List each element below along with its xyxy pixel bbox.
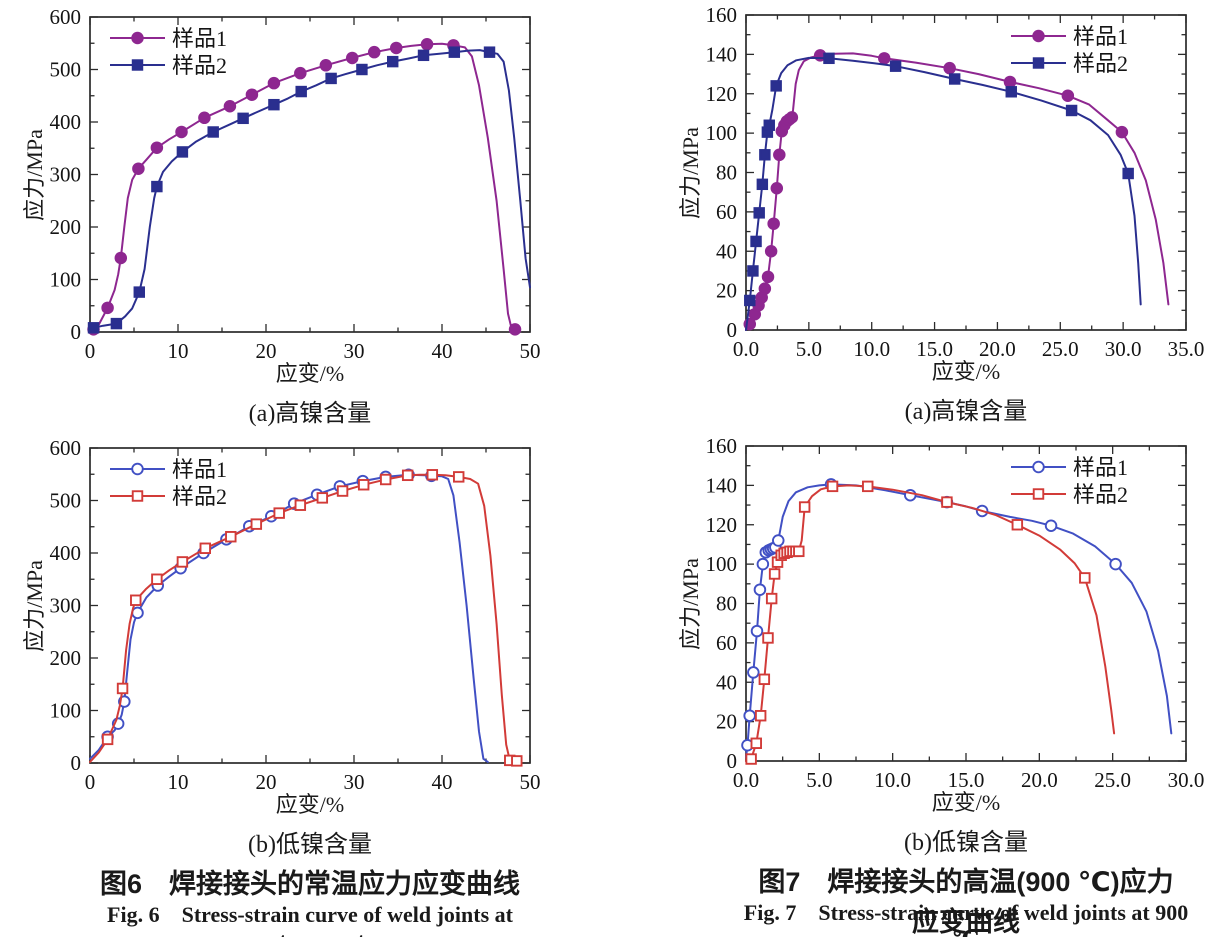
fig6-caption-cn: 图6 焊接接头的常温应力应变曲线 — [99, 869, 520, 899]
fig6a-x-axis-label: 应变/% — [275, 361, 345, 386]
svg-text:样品2: 样品2 — [1073, 51, 1128, 76]
svg-text:0: 0 — [85, 339, 96, 363]
fig6b-x-axis-label: 应变/% — [275, 792, 345, 817]
svg-text:0: 0 — [85, 770, 96, 794]
fig6b-chart: 0 10 20 30 40 50 0 100 200 300 400 500 600 样品1 样品2 应力/… — [5, 433, 605, 830]
svg-text:60: 60 — [716, 200, 737, 224]
fig7a-y-axis-label: 应力/MPa — [678, 126, 703, 219]
svg-text:20: 20 — [716, 279, 737, 303]
svg-text:100: 100 — [706, 121, 738, 145]
svg-text:120: 120 — [706, 82, 738, 106]
figure-6-column: 0 10 20 30 40 50 0 100 200 300 400 500 600 样品1 样品2 应力/… — [5, 2, 605, 937]
svg-text:100: 100 — [706, 552, 738, 576]
svg-text:400: 400 — [50, 541, 82, 565]
fig6-caption-en: Fig. 6 Stress-strain curve of weld joint… — [107, 902, 513, 937]
svg-text:20: 20 — [716, 710, 737, 734]
svg-text:100: 100 — [50, 268, 82, 292]
svg-text:25.0: 25.0 — [1042, 337, 1079, 361]
svg-text:100: 100 — [50, 699, 82, 723]
svg-text:20: 20 — [256, 339, 277, 363]
svg-text:0: 0 — [71, 320, 82, 344]
fig7a-plot: 0.0 5.0 10.0 15.0 20.0 25.0 30.0 35.0 0 20 40 60 80 1… — [706, 3, 1205, 361]
svg-text:20.0: 20.0 — [1021, 768, 1058, 792]
svg-text:60: 60 — [716, 631, 737, 655]
svg-text:0.0: 0.0 — [733, 337, 759, 361]
svg-text:样品1: 样品1 — [1073, 455, 1128, 480]
svg-text:50: 50 — [520, 339, 541, 363]
svg-text:80: 80 — [716, 161, 737, 185]
svg-text:160: 160 — [706, 3, 738, 27]
fig6a-panel-caption: (a)高镍含量 — [248, 401, 372, 427]
svg-text:600: 600 — [50, 5, 82, 29]
svg-text:500: 500 — [50, 489, 82, 513]
fig7b-panel-caption: (b)低镍含量 — [904, 830, 1028, 856]
fig6b-y-axis-label: 应力/MPa — [22, 559, 47, 652]
svg-text:50: 50 — [520, 770, 541, 794]
svg-text:30.0: 30.0 — [1105, 337, 1142, 361]
svg-text:5.0: 5.0 — [806, 768, 832, 792]
svg-text:样品2: 样品2 — [1073, 482, 1128, 507]
svg-text:80: 80 — [716, 592, 737, 616]
fig6a-y-axis-label: 应力/MPa — [22, 128, 47, 221]
fig7-caption-cn: 图7 焊接接头的高温(900 ℃)应力应变曲线 — [758, 867, 1174, 937]
svg-text:40: 40 — [716, 239, 737, 263]
svg-text:30: 30 — [344, 770, 365, 794]
svg-text:120: 120 — [706, 513, 738, 537]
fig7b-plot: 0.0 5.0 10.0 15.0 20.0 25.0 30.0 0 20 40 60 80 100 12… — [706, 434, 1205, 792]
svg-text:160: 160 — [706, 434, 738, 458]
svg-text:样品2: 样品2 — [172, 484, 227, 509]
fig7b-chart: 0.0 5.0 10.0 15.0 20.0 25.0 30.0 0 20 40 60 80 100 12… — [613, 431, 1213, 828]
svg-text:10.0: 10.0 — [874, 768, 911, 792]
fig7a-chart: 0.0 5.0 10.0 15.0 20.0 25.0 30.0 35.0 0 20 40 60 80 1… — [613, 0, 1213, 397]
svg-text:0: 0 — [727, 749, 738, 773]
svg-text:300: 300 — [50, 594, 82, 618]
svg-text:样品1: 样品1 — [172, 26, 227, 51]
svg-text:5.0: 5.0 — [796, 337, 822, 361]
svg-text:0.0: 0.0 — [733, 768, 759, 792]
svg-text:40: 40 — [432, 339, 453, 363]
svg-text:10.0: 10.0 — [853, 337, 890, 361]
figure-7-column: 0.0 5.0 10.0 15.0 20.0 25.0 30.0 35.0 0 20 40 60 80 1… — [613, 0, 1213, 937]
svg-text:35.0: 35.0 — [1168, 337, 1205, 361]
fig7a-x-axis-label: 应变/% — [931, 359, 1001, 384]
fig7-caption-en: Fig. 7 Stress-strain curve of weld joint… — [743, 900, 1189, 937]
svg-text:400: 400 — [50, 110, 82, 134]
svg-text:0: 0 — [71, 751, 82, 775]
svg-text:40: 40 — [432, 770, 453, 794]
svg-text:15.0: 15.0 — [948, 768, 985, 792]
fig7b-y-axis-label: 应力/MPa — [678, 557, 703, 650]
svg-text:10: 10 — [168, 770, 189, 794]
svg-text:10: 10 — [168, 339, 189, 363]
svg-text:样品1: 样品1 — [172, 457, 227, 482]
svg-text:样品2: 样品2 — [172, 53, 227, 78]
svg-text:30.0: 30.0 — [1168, 768, 1205, 792]
svg-text:200: 200 — [50, 646, 82, 670]
svg-text:140: 140 — [706, 42, 738, 66]
svg-text:200: 200 — [50, 215, 82, 239]
fig7a-panel-caption: (a)高镍含量 — [904, 399, 1028, 425]
svg-text:20.0: 20.0 — [979, 337, 1016, 361]
svg-text:15.0: 15.0 — [916, 337, 953, 361]
svg-text:0: 0 — [727, 318, 738, 342]
svg-text:140: 140 — [706, 473, 738, 497]
svg-text:600: 600 — [50, 436, 82, 460]
svg-text:25.0: 25.0 — [1094, 768, 1131, 792]
svg-text:样品1: 样品1 — [1073, 24, 1128, 49]
svg-text:20: 20 — [256, 770, 277, 794]
fig6a-chart: 0 10 20 30 40 50 0 100 200 300 400 500 600 样品1 样品2 应力/… — [5, 2, 605, 399]
svg-text:300: 300 — [50, 163, 82, 187]
svg-text:500: 500 — [50, 58, 82, 82]
svg-text:30: 30 — [344, 339, 365, 363]
fig7b-x-axis-label: 应变/% — [931, 790, 1001, 815]
fig6b-panel-caption: (b)低镍含量 — [248, 832, 372, 858]
svg-text:40: 40 — [716, 670, 737, 694]
